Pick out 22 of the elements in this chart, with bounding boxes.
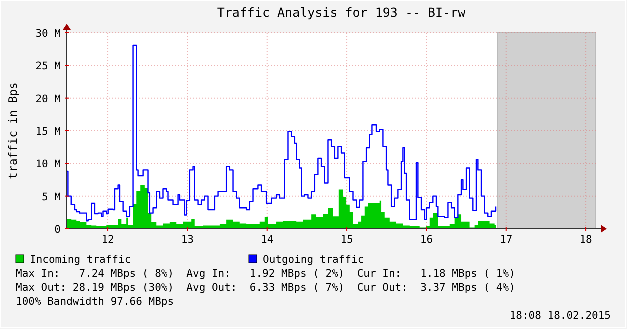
y-tick-label: 5 M [42,191,61,204]
x-tick-label: 17 [500,234,513,246]
y-tick-label: 15 M [36,126,61,138]
chart-title: Traffic Analysis for 193 -- BI-rw [217,5,466,20]
y-tick-label: 20 M [36,93,61,106]
legend-label: Incoming traffic [30,254,132,266]
text: 100% Bandwidth 97.66 MBps [16,296,174,308]
text: Max In: 7.24 MBps ( 8%) Avg In: 1.92 MBps ( 2%) Cur In: 1.18 MBps ( 1%) [16,268,516,280]
x-tick-label: 12 [102,234,114,246]
y-tick-label: 30 M [36,28,61,40]
x-tick-label: 13 [181,234,194,246]
x-tick-label: 14 [261,234,274,246]
legend-label: Outgoing traffic [263,254,364,266]
text: Max Out: 28.19 MBps (30%) Avg Out: 6.33 MBps ( 7%) Cur Out: 3.37 MBps ( 4%) [16,282,516,294]
text: 18:08 18.02.2015 [510,310,611,322]
y-axis-title: traffic in Bps [6,82,20,180]
x-tick-label: 15 [340,234,354,246]
x-tick-label: 16 [420,234,434,246]
y-tick-label: 25 M [36,60,61,73]
y-tick-label: 10 M [36,158,61,171]
x-tick-label: 18 [580,234,592,246]
y-tick-label: 0 [54,224,61,236]
